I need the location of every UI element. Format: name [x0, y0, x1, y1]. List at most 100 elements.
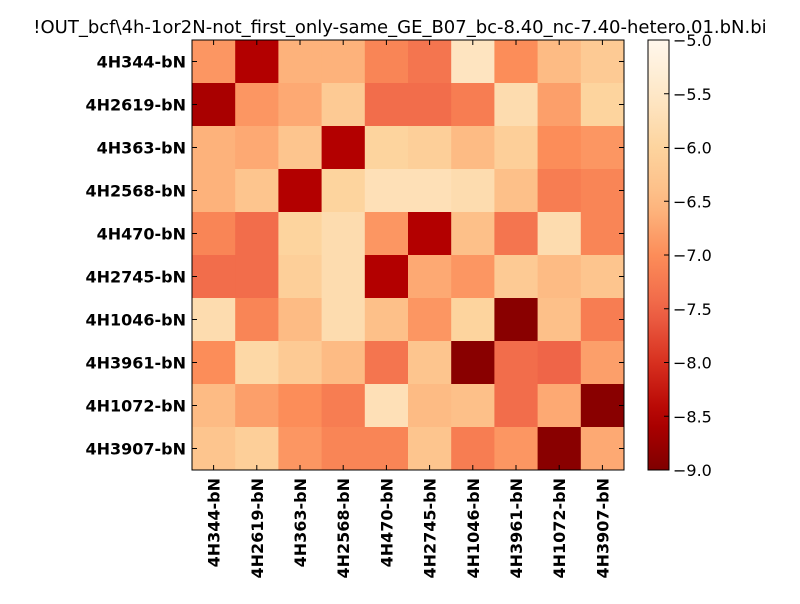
heatmap-cell-r6-c0 — [192, 298, 236, 342]
heatmap-cell-r9-c1 — [235, 427, 279, 471]
heatmap-cell-r3-c0 — [192, 169, 236, 213]
heatmap-cell-r4-c4 — [364, 212, 409, 256]
heatmap-cell-r8-c1 — [235, 384, 279, 428]
heatmap-cell-r7-c0 — [192, 341, 236, 385]
column-label: 4H2745-bN — [421, 478, 440, 579]
row-label: 4H2619-bN — [85, 96, 186, 115]
heatmap-cell-r3-c5 — [408, 169, 452, 213]
heatmap-cell-r6-c2 — [278, 298, 323, 342]
heatmap-cell-r9-c7 — [494, 427, 539, 471]
heatmap-cell-r7-c9 — [580, 341, 625, 385]
colorbar-tick-label: −7.0 — [673, 246, 712, 265]
heatmap-cell-r2-c9 — [580, 126, 625, 170]
heatmap-cell-r7-c7 — [494, 341, 539, 385]
column-label: 4H3907-bN — [593, 478, 612, 579]
heatmap-cell-r3-c7 — [494, 169, 539, 213]
heatmap-cell-r0-c3 — [321, 40, 366, 84]
row-label: 4H344-bN — [97, 53, 186, 72]
row-label: 4H2568-bN — [85, 182, 186, 201]
heatmap-cell-r0-c1 — [235, 40, 279, 84]
heatmap-cell-r6-c8 — [537, 298, 582, 342]
heatmap-cell-r3-c4 — [364, 169, 409, 213]
colorbar-tick-label: −5.0 — [673, 31, 712, 50]
heatmap-cell-r6-c7 — [494, 298, 539, 342]
heatmap-cell-r4-c9 — [580, 212, 625, 256]
heatmap-cell-r0-c2 — [278, 40, 323, 84]
column-label: 4H344-bN — [205, 478, 224, 567]
heatmap-cell-r1-c9 — [580, 83, 625, 127]
column-label: 4H363-bN — [291, 478, 310, 567]
heatmap-cell-r4-c8 — [537, 212, 582, 256]
heatmap-cell-r4-c2 — [278, 212, 323, 256]
heatmap-cell-r5-c3 — [321, 255, 366, 299]
heatmap-cell-r5-c8 — [537, 255, 582, 299]
heatmap-cell-r5-c2 — [278, 255, 323, 299]
heatmap-cell-r6-c4 — [364, 298, 409, 342]
column-label: 4H470-bN — [377, 478, 396, 567]
heatmap-cell-r4-c1 — [235, 212, 279, 256]
row-label: 4H3907-bN — [85, 440, 186, 459]
heatmap-cell-r5-c6 — [451, 255, 495, 299]
heatmap-cell-r5-c4 — [364, 255, 409, 299]
heatmap-cell-r1-c7 — [494, 83, 539, 127]
heatmap-cell-r9-c8 — [537, 427, 582, 471]
row-label: 4H470-bN — [97, 225, 186, 244]
heatmap-cell-r0-c0 — [192, 40, 236, 84]
heatmap-cell-r5-c5 — [408, 255, 452, 299]
heatmap-cell-r8-c0 — [192, 384, 236, 428]
heatmap-cell-r3-c3 — [321, 169, 366, 213]
heatmap-cell-r8-c9 — [580, 384, 625, 428]
heatmap-cell-r2-c7 — [494, 126, 539, 170]
heatmap-cell-r3-c8 — [537, 169, 582, 213]
heatmap-cell-r2-c8 — [537, 126, 582, 170]
heatmap-cell-r2-c2 — [278, 126, 323, 170]
colorbar-tick-label: −6.0 — [673, 139, 712, 158]
heatmap-cell-r0-c9 — [580, 40, 625, 84]
heatmap-cell-r5-c0 — [192, 255, 236, 299]
heatmap-cell-r0-c5 — [408, 40, 452, 84]
heatmap-cell-r6-c3 — [321, 298, 366, 342]
heatmap-cell-r8-c4 — [364, 384, 409, 428]
heatmap-cell-r1-c3 — [321, 83, 366, 127]
heatmap-cell-r6-c6 — [451, 298, 495, 342]
heatmap-cell-r2-c0 — [192, 126, 236, 170]
heatmap-cell-r4-c3 — [321, 212, 366, 256]
heatmap-cell-r5-c9 — [580, 255, 625, 299]
heatmap-cell-r0-c6 — [451, 40, 495, 84]
column-label: 4H1072-bN — [550, 478, 569, 579]
heatmap-cell-r6-c5 — [408, 298, 452, 342]
heatmap-cell-r1-c2 — [278, 83, 323, 127]
heatmap-cell-r1-c0 — [192, 83, 236, 127]
heatmap-cell-r1-c5 — [408, 83, 452, 127]
heatmap-cell-r1-c8 — [537, 83, 582, 127]
heatmap-cell-r7-c2 — [278, 341, 323, 385]
heatmap-cell-r0-c4 — [364, 40, 409, 84]
heatmap-cell-r9-c2 — [278, 427, 323, 471]
heatmap-cell-r2-c6 — [451, 126, 495, 170]
heatmap-cell-r4-c0 — [192, 212, 236, 256]
colorbar-tick-label: −8.0 — [673, 354, 712, 373]
colorbar-tick-label: −8.5 — [673, 407, 712, 426]
row-label: 4H2745-bN — [85, 268, 186, 287]
heatmap-cell-r7-c3 — [321, 341, 366, 385]
heatmap-cell-r3-c1 — [235, 169, 279, 213]
heatmap-cell-r1-c6 — [451, 83, 495, 127]
heatmap-cell-r2-c4 — [364, 126, 409, 170]
heatmap-cell-r7-c5 — [408, 341, 452, 385]
heatmap-cell-r2-c5 — [408, 126, 452, 170]
heatmap-cell-r9-c9 — [580, 427, 625, 471]
heatmap-cell-r3-c9 — [580, 169, 625, 213]
heatmap-cell-r5-c1 — [235, 255, 279, 299]
column-label: 4H3961-bN — [507, 478, 526, 579]
column-label: 4H2619-bN — [248, 478, 267, 579]
heatmap-cell-r9-c4 — [364, 427, 409, 471]
heatmap-cell-r9-c3 — [321, 427, 366, 471]
heatmap-cells — [192, 40, 625, 471]
column-label: 4H1046-bN — [464, 478, 483, 579]
chart-title: !OUT_bcf\4h-1or2N-not_first_only-same_GE… — [33, 17, 766, 38]
column-labels: 4H344-bN 4H2619-bN 4H363-bN 4H2568-bN 4H470-… — [205, 40, 612, 579]
heatmap-cell-r8-c7 — [494, 384, 539, 428]
row-label: 4H3961-bN — [85, 354, 186, 373]
